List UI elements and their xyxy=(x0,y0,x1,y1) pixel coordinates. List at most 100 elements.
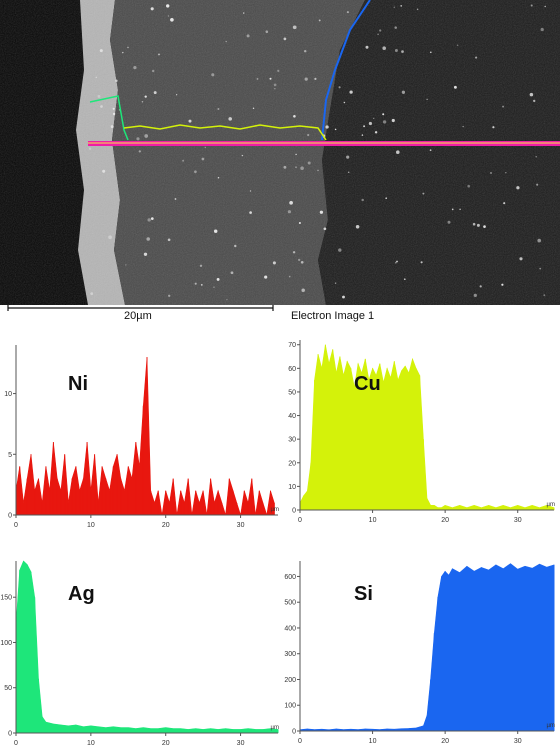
series-area-cu xyxy=(299,344,555,511)
particle xyxy=(204,146,206,149)
series-area-ni xyxy=(15,357,275,516)
x-unit-label: µm xyxy=(547,723,555,729)
particle xyxy=(287,210,291,214)
particle xyxy=(288,275,291,278)
ag-label: Ag xyxy=(68,583,95,605)
particle xyxy=(217,107,220,111)
particle xyxy=(307,161,311,165)
particle xyxy=(396,260,398,263)
particle xyxy=(150,217,154,220)
particle xyxy=(158,53,160,56)
particle xyxy=(283,165,287,169)
y-tick-label: 0 xyxy=(8,513,12,520)
y-tick-label: 60 xyxy=(288,366,296,373)
particle xyxy=(394,49,398,52)
particle xyxy=(152,69,155,73)
particle xyxy=(422,192,425,195)
particle xyxy=(530,4,533,7)
particle xyxy=(293,115,296,118)
particle xyxy=(540,27,544,32)
y-tick-label: 0 xyxy=(292,508,296,515)
particle xyxy=(125,264,127,266)
particle xyxy=(379,29,382,32)
particle xyxy=(298,258,301,262)
particle xyxy=(396,150,400,154)
particle xyxy=(346,11,349,14)
particle xyxy=(467,184,471,188)
particle xyxy=(325,125,329,129)
particle xyxy=(174,198,177,200)
particle xyxy=(501,283,504,286)
particle xyxy=(300,260,304,264)
ag-linescan-overlay xyxy=(89,95,129,141)
particle xyxy=(170,17,174,22)
particle xyxy=(200,283,203,286)
particle xyxy=(153,91,157,95)
particle xyxy=(182,159,185,162)
particle xyxy=(273,83,277,87)
y-tick-label: 0 xyxy=(292,729,296,736)
y-tick-label: 10 xyxy=(4,391,12,398)
particle xyxy=(451,208,454,211)
particle xyxy=(90,292,94,296)
particle xyxy=(136,137,140,141)
particle xyxy=(217,176,220,179)
y-tick-label: 100 xyxy=(284,703,296,710)
x-unit-label: µm xyxy=(271,507,279,513)
si-linescan-overlay xyxy=(321,0,371,141)
y-tick-label: 150 xyxy=(0,595,12,602)
particle xyxy=(300,166,304,170)
particle xyxy=(97,95,101,98)
x-tick-label: 10 xyxy=(369,517,377,524)
x-tick-label: 0 xyxy=(298,738,302,745)
particle xyxy=(127,46,129,49)
particle xyxy=(319,210,324,214)
y-tick-label: 40 xyxy=(288,413,296,420)
particle xyxy=(483,225,486,228)
x-tick-label: 20 xyxy=(162,740,170,747)
particle xyxy=(400,5,403,7)
particle xyxy=(516,186,520,190)
particle xyxy=(503,202,506,205)
particle xyxy=(374,131,378,134)
series-area-si xyxy=(299,563,555,732)
particle xyxy=(188,119,192,123)
particle xyxy=(166,4,170,8)
y-tick-label: 50 xyxy=(4,685,12,692)
chart-ni: 0 10 20 30 0 5 10 µm Ni xyxy=(0,335,282,540)
particle xyxy=(318,19,321,22)
particle xyxy=(476,223,480,227)
particle xyxy=(533,99,536,103)
particle xyxy=(213,286,215,288)
particle xyxy=(420,261,423,264)
particle xyxy=(249,211,252,214)
y-tick-label: 70 xyxy=(288,342,296,349)
x-tick-label: 30 xyxy=(237,522,245,529)
particle xyxy=(100,105,103,108)
series-area-ag xyxy=(15,560,279,734)
y-tick-label: 50 xyxy=(288,389,296,396)
particle xyxy=(216,277,220,281)
particle xyxy=(246,34,250,38)
particle xyxy=(295,153,297,156)
particle xyxy=(298,221,301,225)
particle xyxy=(264,275,268,279)
x-unit-label: µm xyxy=(271,725,279,731)
particle xyxy=(133,65,137,70)
particle xyxy=(401,50,404,53)
particle xyxy=(277,69,280,73)
y-tick-label: 500 xyxy=(284,600,296,607)
particle xyxy=(377,33,379,36)
particle xyxy=(112,107,115,110)
particle xyxy=(99,49,103,53)
particle xyxy=(519,257,523,261)
particle xyxy=(272,261,276,265)
y-tick-label: 30 xyxy=(288,437,296,444)
ni-label: Ni xyxy=(68,373,88,395)
y-tick-label: 300 xyxy=(284,651,296,658)
particle xyxy=(143,252,148,256)
particle xyxy=(199,264,203,268)
particle xyxy=(88,147,92,150)
particle xyxy=(529,92,534,97)
particle xyxy=(112,112,116,116)
